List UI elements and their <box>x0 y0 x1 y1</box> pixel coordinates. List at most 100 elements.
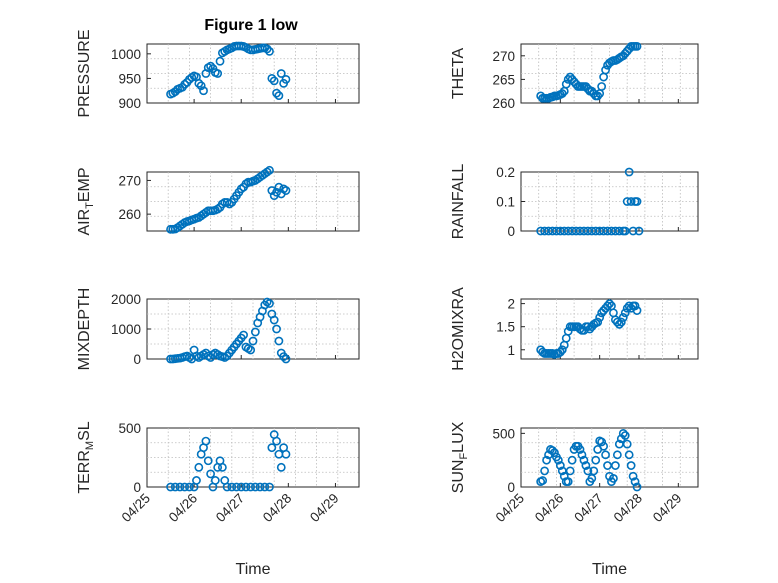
data-point <box>597 437 607 447</box>
data-point <box>599 441 608 451</box>
data-point <box>272 187 281 197</box>
data-point <box>622 439 632 449</box>
data-point <box>281 449 291 459</box>
y-tick-label: 500 <box>492 426 515 441</box>
data-point <box>616 317 626 327</box>
data-point <box>557 89 567 98</box>
y-tick-label: 0.2 <box>496 165 515 180</box>
data-point <box>201 436 211 446</box>
data-point <box>248 336 258 346</box>
data-point <box>199 86 208 96</box>
data-point <box>614 226 624 236</box>
data-point <box>632 482 642 492</box>
data-point <box>626 197 636 206</box>
data-point <box>265 165 274 175</box>
data-point <box>194 462 204 472</box>
x-axis-label: Time <box>592 561 627 578</box>
y-tick-label: 0.1 <box>496 195 515 210</box>
y-tick-label: 260 <box>118 207 141 222</box>
data-point <box>589 466 599 476</box>
data-point <box>593 317 603 327</box>
data-point <box>222 482 232 492</box>
data-point <box>555 461 565 470</box>
data-point <box>206 469 215 479</box>
data-point <box>246 482 256 492</box>
data-point <box>557 345 567 355</box>
data-point <box>583 466 593 476</box>
data-point <box>281 75 291 84</box>
data-point <box>624 450 634 460</box>
x-tick-label: 04/26 <box>532 491 567 526</box>
data-point <box>577 450 587 460</box>
y-tick-label: 2000 <box>111 292 141 307</box>
data-point <box>567 455 577 465</box>
data-point <box>632 197 642 206</box>
y-tick-label: 500 <box>118 421 141 436</box>
data-point <box>618 428 628 438</box>
data-point <box>611 461 620 470</box>
data-point <box>269 76 279 86</box>
data-point <box>241 482 251 492</box>
data-point <box>274 336 284 346</box>
data-point <box>624 167 634 177</box>
data-point <box>213 69 223 78</box>
y-tick-label: 270 <box>118 173 141 188</box>
data-point <box>555 347 565 357</box>
x-axis-label: Time <box>236 561 271 578</box>
data-point <box>593 91 603 101</box>
y-tick-label: 900 <box>118 96 141 111</box>
data-point <box>601 450 610 460</box>
data-point <box>563 477 573 487</box>
data-point <box>601 65 610 75</box>
y-tick-label: 1000 <box>111 47 141 62</box>
data-point <box>217 462 227 472</box>
data-point <box>276 69 286 78</box>
y-axis-label: PRESSURE <box>76 29 93 117</box>
data-point <box>540 466 549 476</box>
data-point <box>239 330 248 340</box>
y-tick-label: 260 <box>492 96 515 111</box>
y-tick-label: 0 <box>507 224 515 239</box>
data-point <box>246 345 256 355</box>
data-point <box>265 46 274 56</box>
data-point <box>620 308 630 318</box>
data-point <box>591 455 601 465</box>
data-point <box>630 301 640 311</box>
data-point <box>260 482 270 492</box>
x-tick-label: 04/27 <box>571 491 606 526</box>
x-tick-label: 04/28 <box>260 491 295 526</box>
data-point <box>632 306 642 315</box>
data-point <box>581 461 591 470</box>
subplot-rainfall: 0 0.1 0.2 RAINFALL <box>450 164 699 240</box>
data-point <box>170 482 180 492</box>
y-axis-label: TERRMSL <box>76 421 96 493</box>
data-point <box>180 79 190 89</box>
y-axis-label: SUNFLUX <box>450 421 470 493</box>
data-point <box>265 482 274 492</box>
data-point <box>605 299 614 309</box>
data-point <box>542 455 551 465</box>
data-point <box>612 317 622 327</box>
data-point <box>553 455 563 465</box>
x-tick-label: 04/25 <box>493 491 528 526</box>
x-tick-label: 04/29 <box>650 491 685 526</box>
data-point <box>272 324 281 334</box>
data-point <box>262 44 272 54</box>
data-point <box>227 482 237 492</box>
data-point <box>575 445 585 454</box>
y-tick-label: 1.5 <box>496 320 515 335</box>
data-point <box>210 476 220 485</box>
x-tick-label: 04/29 <box>307 491 342 526</box>
data-point <box>166 482 175 492</box>
data-point <box>274 91 284 101</box>
data-point <box>279 352 289 361</box>
data-point <box>550 448 559 458</box>
data-point <box>267 443 277 453</box>
data-point <box>203 456 213 466</box>
data-point <box>628 226 638 236</box>
data-point <box>630 477 640 487</box>
y-axis-label: RAINFALL <box>450 164 467 240</box>
x-tick-label: 04/26 <box>166 491 201 526</box>
data-point <box>215 56 225 66</box>
